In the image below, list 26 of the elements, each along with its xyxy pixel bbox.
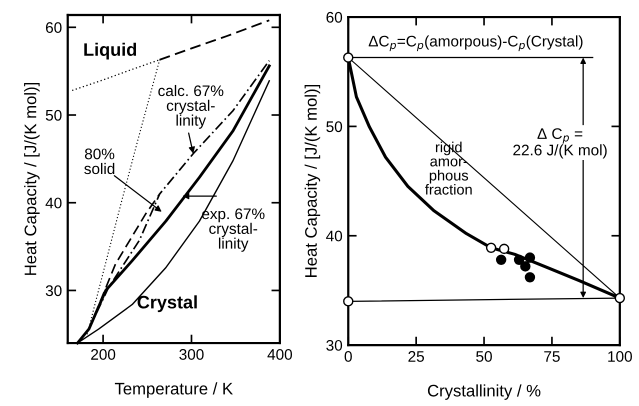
y-tick-label: 50 xyxy=(326,121,342,132)
annotation: Liquid xyxy=(84,42,136,60)
y-tick-label: 40 xyxy=(326,230,342,242)
annotation: Crystal xyxy=(138,295,197,312)
x-tick-label: 25 xyxy=(408,351,424,362)
y-tick-label: 60 xyxy=(46,22,62,33)
annotation: Δ C$_{p}$ = 22.6 J/(K mol) xyxy=(513,128,607,158)
y-tick-label: 30 xyxy=(326,340,342,351)
x-tick-label: 0 xyxy=(344,351,352,362)
y-axis-title: Heat Capacity / [J/(K mol)] xyxy=(304,85,320,277)
x-tick-label: 100 xyxy=(608,351,632,362)
y-tick-label: 40 xyxy=(46,198,62,208)
annotation: calc. 67% crystal- linity xyxy=(158,84,224,129)
x-tick-label: 75 xyxy=(544,351,560,362)
x-tick-label: 400 xyxy=(267,349,292,360)
y-axis-title: Heat Capacity / [J/(K mol)] xyxy=(24,82,40,275)
y-tick-label: 60 xyxy=(326,12,342,23)
x-axis-title: Crystallinity / % xyxy=(428,384,540,400)
x-tick-label: 300 xyxy=(179,349,204,360)
x-axis-title: Temperature / K xyxy=(114,382,233,398)
x-tick-label: 50 xyxy=(476,351,492,362)
y-tick-label: 30 xyxy=(46,285,62,296)
y-tick-label: 50 xyxy=(46,110,62,121)
annotation: 80% solid xyxy=(84,148,114,174)
x-tick-label: 200 xyxy=(91,349,116,360)
annotation: ΔC$_{p}$=C$_{p}$(amorpous)-C$_{p}$(Crystal) xyxy=(368,35,583,52)
